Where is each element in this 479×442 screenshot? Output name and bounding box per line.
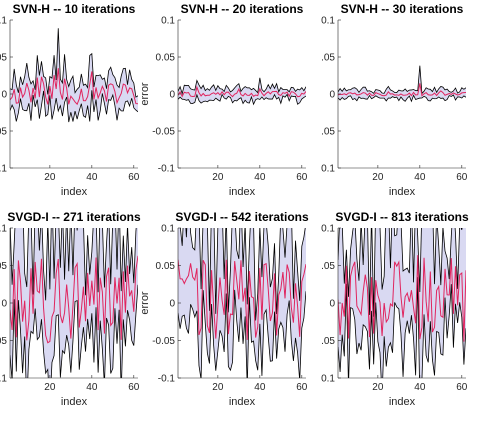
x-tick-label: 40 — [254, 382, 266, 393]
plot-area — [178, 77, 306, 106]
subplot-title: SVGD-I -- 542 iterations — [175, 210, 309, 224]
plot-area — [10, 228, 138, 378]
x-tick-label: 20 — [372, 382, 384, 393]
y-tick-label: 0 — [1, 299, 7, 310]
x-tick-label: 20 — [372, 172, 384, 183]
x-tick-label: 20 — [212, 382, 224, 393]
x-axis-label: index — [61, 396, 88, 408]
lower-bound-line — [10, 284, 138, 378]
y-tick-label: 0.1 — [0, 374, 7, 385]
plot-area — [338, 228, 466, 378]
upper-bound-line — [338, 65, 466, 95]
x-axis-label: index — [229, 396, 256, 408]
y-tick-label: 0.1 — [321, 164, 335, 175]
subplot-4: 0.1 .05 0 .05 0.1 20 40 60 SVGD-I -- 271 iterati… — [0, 210, 141, 408]
y-tick-label: .05 — [321, 261, 335, 272]
y-axis-label: error — [139, 291, 151, 315]
mean-line — [178, 259, 306, 340]
lower-bound-line — [338, 277, 466, 378]
y-tick-label: 0.1 — [161, 16, 175, 27]
x-axis-label: index — [229, 186, 256, 198]
x-tick-label: 20 — [212, 172, 224, 183]
upper-bound-line — [178, 77, 306, 96]
y-tick-label: .05 — [0, 261, 7, 272]
x-tick-label: 60 — [296, 172, 308, 183]
subplot-2: -0.1 -0.05 0 0.05 0.1 20 40 60 SVN-H -- 20 itera… — [139, 2, 308, 198]
y-tick-label: 0 — [329, 90, 335, 101]
y-tick-label: 0.1 — [161, 224, 175, 235]
upper-bound-line — [10, 28, 138, 98]
x-axis-label: index — [61, 186, 88, 198]
mean-line — [10, 68, 138, 106]
x-tick-label: 40 — [254, 172, 266, 183]
y-tick-label: 0.1 — [0, 164, 7, 175]
y-axis-label: error — [139, 82, 151, 106]
subplot-title: SVN-H -- 10 iterations — [13, 2, 136, 16]
y-tick-label: -0.1 — [158, 164, 176, 175]
lower-bound-line — [338, 94, 466, 103]
y-tick-label: 0 — [169, 299, 175, 310]
mean-line — [178, 85, 306, 98]
x-tick-label: 60 — [128, 172, 140, 183]
error-band — [10, 228, 138, 378]
y-tick-label: 0.05 — [156, 261, 176, 272]
y-tick-label: .05 — [321, 127, 335, 138]
x-tick-label: 60 — [128, 382, 140, 393]
lower-bound-line — [178, 289, 306, 378]
x-tick-label: 60 — [456, 172, 468, 183]
y-tick-label: 0.1 — [321, 374, 335, 385]
subplot-title: SVGD-I -- 271 iterations — [7, 210, 141, 224]
y-tick-label: 0.05 — [156, 53, 176, 64]
x-tick-label: 40 — [414, 382, 426, 393]
subplot-1: 0.1 .05 0 .05 0.1 20 40 60 SVN-H -- 10 iteration… — [0, 2, 140, 198]
y-tick-label: 0.1 — [0, 16, 7, 27]
y-tick-label: 0 — [329, 299, 335, 310]
error-band — [338, 228, 466, 378]
subplot-title: SVN-H -- 20 iterations — [181, 2, 304, 16]
y-tick-label: -0.1 — [158, 374, 176, 385]
subplot-5: -0.1 -0.05 0 0.05 0.1 20 40 60 SVGD-I -- 542 ite… — [139, 210, 309, 408]
mean-line — [10, 255, 138, 344]
subplot-title: SVGD-I -- 813 iterations — [335, 210, 469, 224]
x-tick-label: 40 — [414, 172, 426, 183]
y-tick-label: .05 — [321, 336, 335, 347]
error-band — [178, 77, 306, 105]
upper-bound-line — [338, 228, 463, 317]
y-tick-label: .05 — [0, 53, 7, 64]
y-tick-label: 0.1 — [321, 224, 335, 235]
x-axis-label: index — [389, 186, 416, 198]
upper-bound-line — [179, 228, 306, 321]
y-tick-label: 0.1 — [321, 16, 335, 27]
mean-line — [338, 255, 466, 342]
x-tick-label: 60 — [456, 382, 468, 393]
y-tick-label: .05 — [0, 127, 7, 138]
lower-bound-line — [178, 93, 306, 106]
x-tick-label: 20 — [44, 172, 56, 183]
subplot-title: SVN-H -- 30 iterations — [341, 2, 464, 16]
y-tick-label: .05 — [0, 336, 7, 347]
y-tick-label: -0.05 — [152, 336, 175, 347]
x-axis-label: index — [389, 396, 416, 408]
subplot-6: 0.1 .05 0 .05 0.1 20 40 60 SVGD-I -- 813 iterati… — [321, 210, 469, 408]
plot-area — [10, 28, 138, 123]
upper-bound-line — [10, 228, 137, 301]
x-tick-label: 40 — [86, 382, 98, 393]
x-tick-label: 20 — [44, 382, 56, 393]
y-tick-label: 0.1 — [0, 224, 7, 235]
y-tick-label: 0 — [1, 90, 7, 101]
lower-bound-line — [10, 90, 138, 123]
y-tick-label: -0.05 — [152, 127, 175, 138]
y-tick-label: 0 — [169, 90, 175, 101]
y-tick-label: .05 — [321, 53, 335, 64]
subplot-3: 0.1 .05 0 .05 0.1 20 40 60 SVN-H -- 30 iteration… — [321, 2, 468, 198]
plot-area — [338, 65, 466, 103]
plot-area — [178, 228, 306, 378]
error-band — [338, 65, 466, 102]
x-tick-label: 40 — [86, 172, 98, 183]
mean-line — [338, 83, 466, 97]
x-tick-label: 60 — [296, 382, 308, 393]
